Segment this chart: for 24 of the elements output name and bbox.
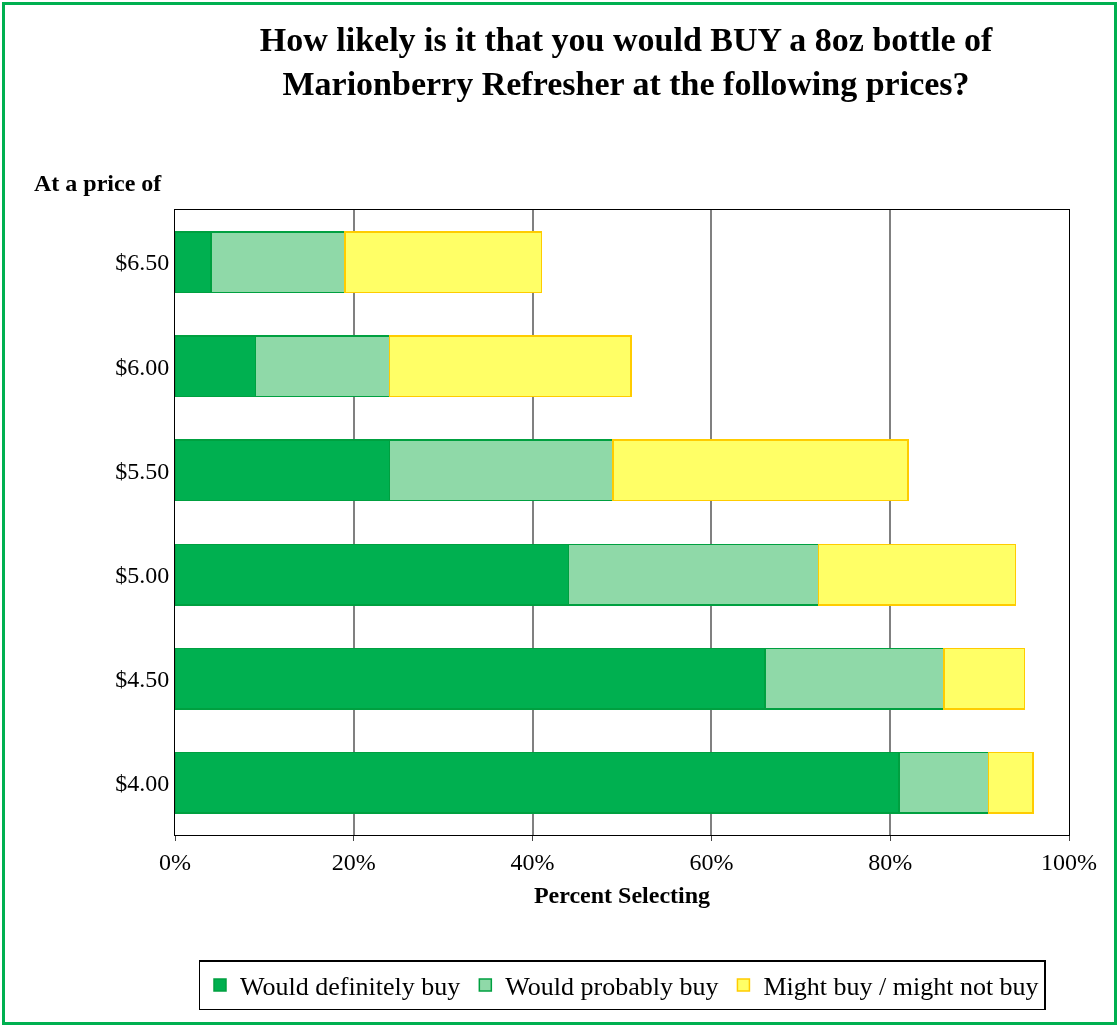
y-tick-label: $6.50: [115, 249, 170, 276]
x-tick-label: 0%: [159, 848, 191, 875]
legend-label: Would probably buy: [505, 972, 719, 1002]
y-tick-label: $5.00: [115, 561, 170, 588]
x-axis-title: Percent Selecting: [533, 882, 711, 909]
bar: [612, 439, 909, 502]
y-tick-label: $5.50: [115, 457, 170, 484]
y-axis-title: At a price of: [34, 170, 163, 196]
y-tick-label: $6.00: [115, 353, 170, 380]
y-tick-label: $4.00: [115, 770, 170, 797]
legend-label: Would definitely buy: [240, 972, 461, 1002]
legend-label: Might buy / might not buy: [763, 972, 1039, 1002]
bar: [344, 231, 543, 294]
bar: [943, 647, 1026, 710]
x-tick-label: 100%: [1041, 848, 1097, 875]
x-tick-label: 80%: [868, 848, 913, 875]
bar: [388, 335, 632, 398]
bar: [987, 751, 1034, 814]
chart-title: How likely is it that you would BUY a 8oz bottle of Marionberry Refresher at the following prices?: [259, 20, 994, 102]
x-tick-label: 60%: [689, 848, 734, 875]
x-tick-label: 40%: [510, 848, 555, 875]
x-tick-label: 20%: [331, 848, 376, 875]
bar: [817, 543, 1017, 606]
y-tick-label: $4.50: [115, 666, 170, 693]
